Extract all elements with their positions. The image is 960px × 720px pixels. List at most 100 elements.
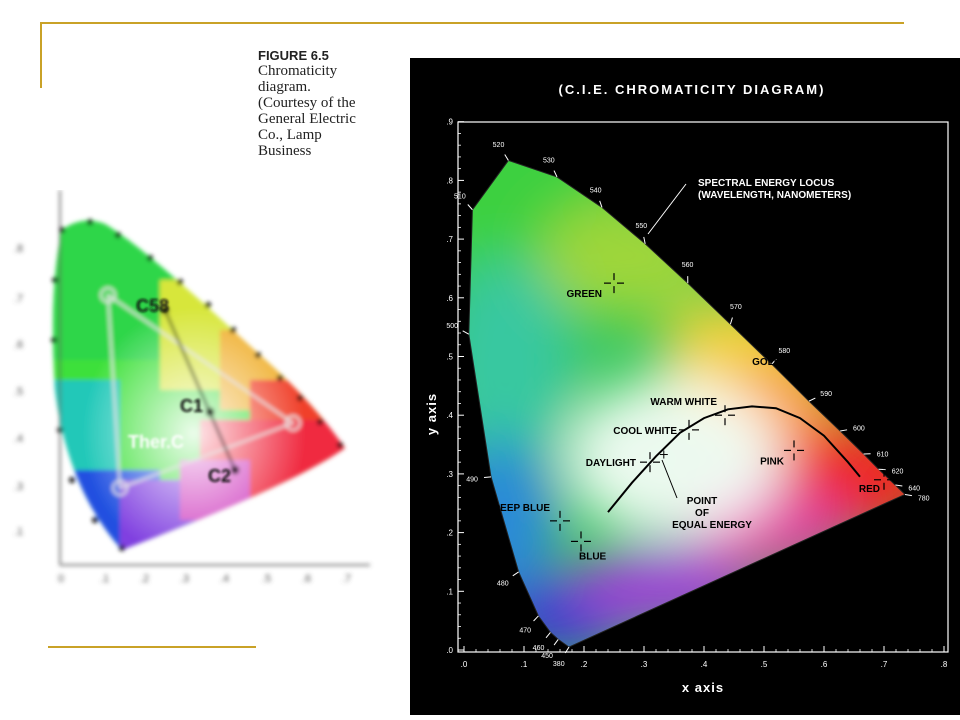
color-points: GREEN GOLD WARM WHITE COOL WHITE DAYLIGHT PIN… [493,273,894,562]
locus-annotation: SPECTRAL ENERGY LOCUS (WAVELENGTH, NANOM… [647,178,851,235]
wavelength-label: 530 [543,158,555,165]
wavelength-label: 640 [908,486,920,493]
locus-note-line2: (WAVELENGTH, NANOMETERS) [698,190,851,201]
planckian-locus [607,405,861,513]
color-point-label: PINK [760,456,785,467]
y-tick-label: .0 [446,646,453,655]
axis-ticks [458,121,945,652]
svg-text:.6: .6 [14,339,23,351]
equal-energy-line2: OF [695,508,709,519]
wavelength-label: 500 [446,323,458,330]
wavelength-tick [904,493,912,497]
svg-text:.7: .7 [342,573,351,585]
x-tick-label: .4 [701,660,708,669]
wavelength-label: 610 [877,451,889,458]
color-point-deep-blue: DEEP BLUE [493,503,570,531]
color-point-cool-white: COOL WHITE [613,419,699,440]
wavelength-tick [553,170,558,178]
wavelength-label: 460 [533,645,545,652]
y-tick-labels: .0 .1 .2 .3 .4 .5 .6 .7 .8 .9 [446,118,453,655]
x-tick-label: .7 [881,660,888,669]
svg-text:.7: .7 [14,293,23,305]
wavelength-tick [504,154,509,161]
wavelength-tick [467,204,473,211]
color-point-green: GREEN [566,273,624,300]
wavelength-tick [895,484,903,487]
svg-text:.3: .3 [180,573,189,585]
left-label-c58: C58 [136,296,169,316]
svg-text:.5: .5 [262,573,271,585]
y-tick-label: .9 [446,118,453,127]
y-tick-label: .1 [446,587,453,596]
figure-caption: FIGURE 6.5 Chromaticity diagram. (Courte… [258,48,388,166]
left-label-c2: C2 [208,466,231,486]
y-tick-label: .2 [446,529,453,538]
wavelength-tick [729,317,733,325]
svg-text:.1: .1 [14,526,23,538]
y-tick-label: .8 [446,176,453,185]
wavelength-label: 380 [553,661,565,668]
color-point-label: RED [859,484,880,495]
color-point-daylight: DAYLIGHT [586,452,660,473]
svg-text:.5: .5 [14,386,23,398]
wavelength-tick [564,646,570,654]
x-axis-label: x axis [682,680,724,695]
bottom-rule [48,646,256,648]
left-label-region: Ther.C [128,432,184,452]
wavelength-tick [512,571,519,577]
color-point-label: GREEN [566,289,602,300]
wavelength-label: 570 [730,304,742,311]
caption-line: General Electric [258,111,356,127]
wavelength-label: 560 [682,262,694,269]
wavelength-tick [840,429,848,432]
x-tick-label: .0 [461,660,468,669]
equal-energy-line1: POINT [687,496,718,507]
wavelength-tick [483,476,492,478]
wavelength-label: 550 [635,223,647,230]
svg-text:.4: .4 [14,433,23,445]
caption-line: Co., Lamp [258,127,322,143]
y-axis-label: y axis [424,393,439,435]
left-label-c1: C1 [180,396,203,416]
cie-chromaticity-diagram: (C.I.E. CHROMATICITY DIAGRAM) .0 .1 .2 .3 .4… [410,58,960,715]
color-point-red: RED [859,469,894,495]
x-tick-labels: .0 .1 .2 .3 .4 .5 .6 .7 .8 [461,660,948,669]
y-tick-label: .4 [446,411,453,420]
wavelength-label: 450 [541,653,553,660]
wavelength-tick [771,358,777,365]
svg-text:.1: .1 [100,573,109,585]
color-point-warm-white: WARM WHITE [650,397,735,426]
wavelength-label: 480 [497,580,509,587]
color-point-label: DEEP BLUE [493,503,550,514]
caption-line: (Courtesy of the [258,95,356,111]
wavelength-label: 580 [778,348,790,355]
wavelength-tick [462,330,470,335]
spectral-locus-outline [468,159,906,648]
svg-text:.8: .8 [14,243,23,255]
left-rule [40,22,42,88]
color-point-gold: GOLD [752,357,801,382]
left-chromaticity-diagram: .8 .7 .6 .5 .4 .3 .1 0 .1 .2 .3 .4 .5 .6… [14,190,370,585]
svg-text:.6: .6 [302,573,311,585]
wavelength-label: 520 [493,142,505,149]
equal-energy-annotation: POINT OF EQUAL ENERGY [661,459,752,531]
caption-line: Business [258,143,312,159]
diagram-title: (C.I.E. CHROMATICITY DIAGRAM) [559,82,826,97]
caption-line: diagram. [258,79,311,95]
wavelength-tick [599,200,603,208]
wavelength-tick [545,632,551,639]
x-tick-label: .8 [941,660,948,669]
y-tick-label: .7 [446,235,453,244]
x-tick-label: .2 [581,660,588,669]
color-point-label: COOL WHITE [613,426,677,437]
wavelength-label: 470 [519,628,531,635]
color-point-label: BLUE [579,551,607,562]
color-point-label: GOLD [752,357,781,368]
svg-text:0: 0 [58,573,64,585]
color-point-pink: PINK [760,440,804,467]
wavelength-label: 780 [918,496,930,503]
y-tick-label: .3 [446,470,453,479]
x-tick-label: .3 [641,660,648,669]
wavelength-tick [808,397,816,402]
